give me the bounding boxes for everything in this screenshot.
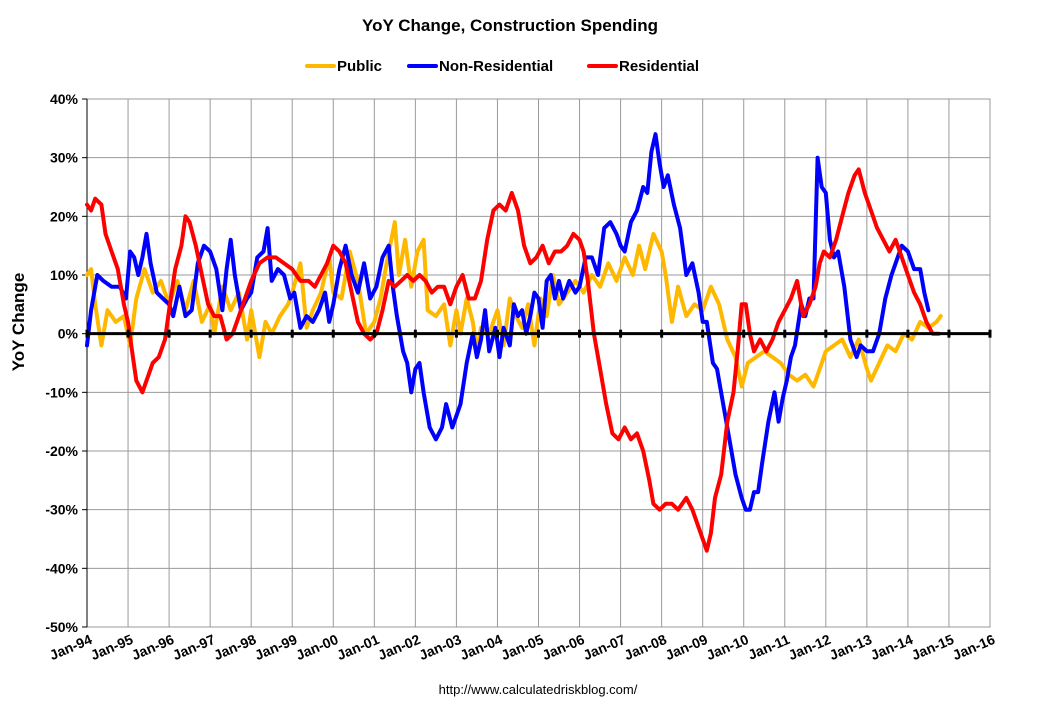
x-tick-label: Jan-98 [211,631,258,663]
x-tick-label: Jan-07 [581,631,628,663]
x-tick-label: Jan-04 [458,631,505,663]
legend-label-non-residential: Non-Residential [439,58,553,75]
x-tick-label: Jan-99 [252,631,299,663]
y-tick-label: 40% [50,91,79,107]
y-axis-label: YoY Change [9,273,28,372]
chart-title: YoY Change, Construction Spending [362,16,658,35]
x-tick-label: Jan-10 [704,631,751,663]
x-tick-label: Jan-95 [88,631,135,663]
y-tick-label: 0% [58,326,79,342]
x-axis: Jan-94Jan-95Jan-96Jan-97Jan-98Jan-99Jan-… [47,631,997,663]
zero-line-group [85,329,992,338]
x-tick-label: Jan-16 [950,631,997,663]
x-tick-label: Jan-02 [375,631,422,663]
x-tick-label: Jan-01 [334,631,381,663]
y-tick-label: 20% [50,208,79,224]
x-tick-label: Jan-97 [170,631,217,663]
series-group [85,132,943,553]
series-line-residential [85,167,941,553]
y-tick-label: 30% [50,150,79,166]
y-axis: 40% 30% 20% 10% 0% -10% -20% -30% -40% -50% [45,91,88,635]
x-tick-label: Jan-08 [622,631,669,663]
x-tick-label: Jan-96 [129,631,176,663]
x-tick-label: Jan-13 [827,631,874,663]
legend: Public Non-Residential Residential [305,58,699,75]
x-tick-label: Jan-14 [868,631,915,663]
y-tick-label: -40% [45,560,78,576]
x-tick-label: Jan-12 [786,631,833,663]
x-tick-label: Jan-09 [663,631,710,663]
x-tick-label: Jan-15 [909,631,956,663]
legend-label-public: Public [337,58,382,75]
x-tick-label: Jan-03 [416,631,463,663]
source-url: http://www.calculatedriskblog.com/ [439,682,638,697]
legend-label-residential: Residential [619,58,699,75]
series-line-non-residential [85,132,931,512]
x-tick-label: Jan-00 [293,631,340,663]
x-tick-label: Jan-11 [746,631,793,663]
y-tick-label: -20% [45,443,78,459]
y-tick-label: -30% [45,502,78,518]
y-tick-label: -10% [45,384,78,400]
x-tick-label: Jan-06 [540,631,587,663]
x-tick-label: Jan-05 [499,631,546,663]
x-tick-label: Jan-94 [47,631,94,663]
y-tick-label: 10% [50,267,79,283]
y-tick-label: -50% [45,619,78,635]
